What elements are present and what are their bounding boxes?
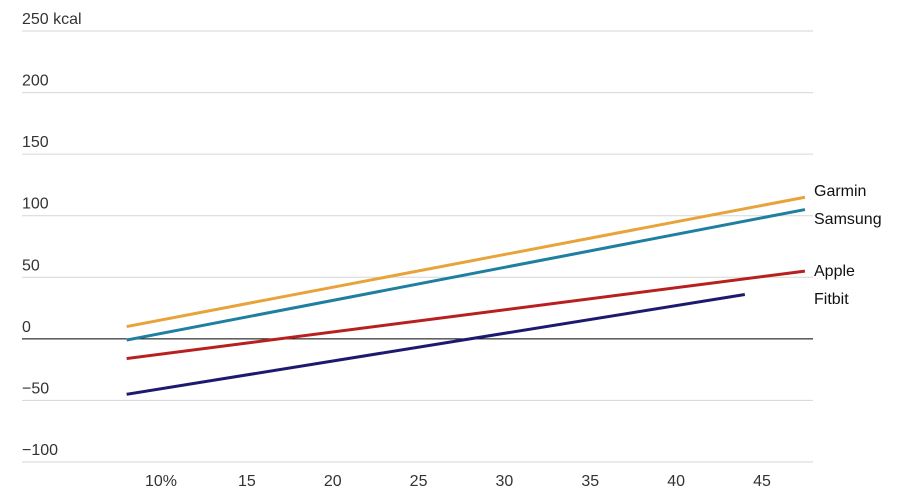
series-labels: Garmin Samsung Apple Fitbit	[814, 183, 882, 308]
y-tick-label: 250 kcal	[22, 11, 82, 28]
y-tick-label: 0	[22, 319, 31, 336]
series-label-garmin: Garmin	[814, 183, 866, 200]
x-axis-tick-labels: 10% 15 20 25 30 35 40 45	[145, 473, 771, 490]
grid-lines	[22, 30, 813, 463]
series-line-fitbit	[126, 293, 746, 396]
y-tick-label: −100	[22, 442, 58, 459]
x-tick-label: 45	[753, 473, 771, 490]
series-label-fitbit: Fitbit	[814, 291, 849, 308]
y-axis-tick-labels: 250 kcal 200 150 100 50 0 −50 −100	[22, 11, 82, 459]
y-tick-label: 150	[22, 134, 49, 151]
y-tick-label: 100	[22, 196, 49, 213]
x-tick-label: 15	[238, 473, 256, 490]
series-label-apple: Apple	[814, 263, 855, 280]
x-tick-label: 40	[667, 473, 685, 490]
x-tick-label: 25	[410, 473, 428, 490]
y-tick-label: −50	[22, 380, 49, 397]
series-line-garmin	[126, 195, 806, 329]
y-tick-label: 50	[22, 257, 40, 274]
x-tick-label: 35	[581, 473, 599, 490]
x-tick-label: 20	[324, 473, 342, 490]
series-lines	[126, 195, 806, 396]
series-line-apple	[126, 269, 806, 361]
x-tick-label: 30	[496, 473, 514, 490]
y-tick-label: 200	[22, 73, 49, 90]
x-tick-label: 10%	[145, 473, 177, 490]
series-label-samsung: Samsung	[814, 211, 882, 228]
series-line-samsung	[126, 208, 806, 342]
